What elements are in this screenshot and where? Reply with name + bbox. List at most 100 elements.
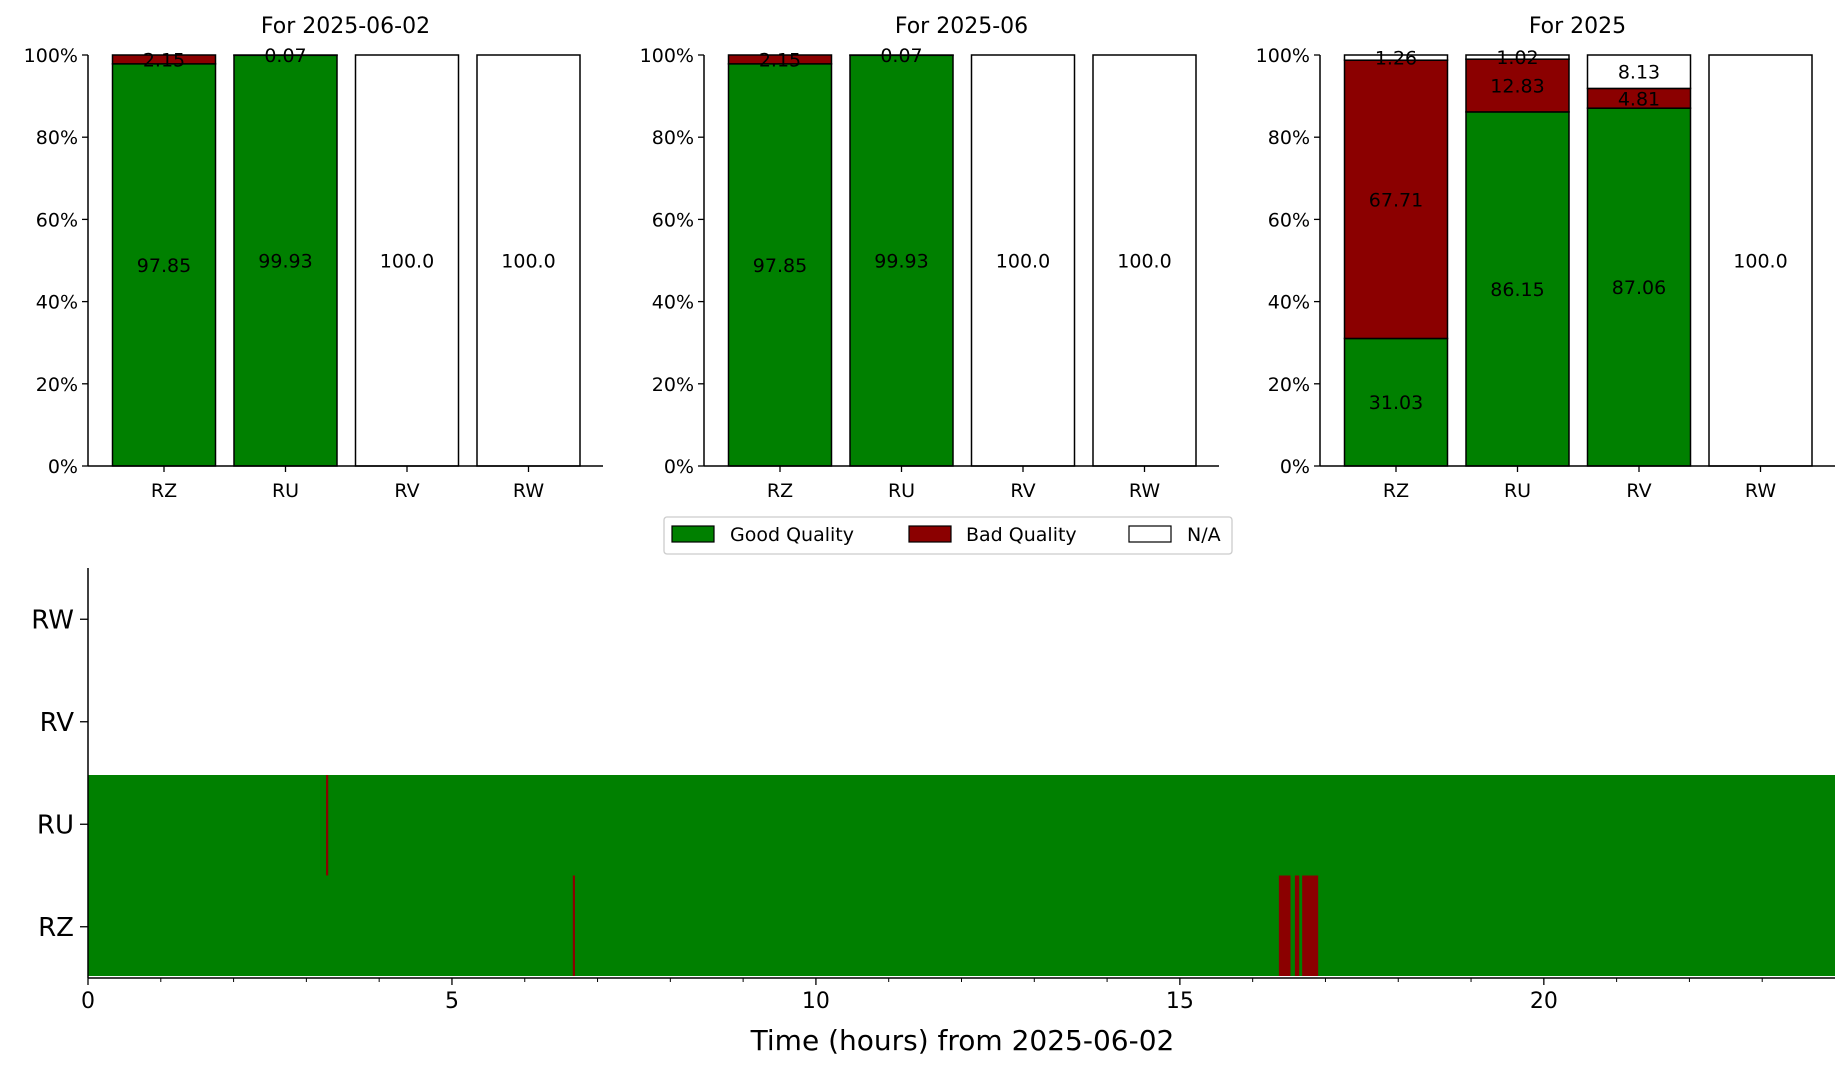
bar-segment-rw-na: [1092, 54, 1197, 467]
bar-segment-ru-good: [1465, 111, 1570, 467]
timeline-row-label: RU: [37, 810, 74, 840]
bar-segment-rv-na: [1586, 54, 1692, 90]
x-tick-label: RV: [1626, 480, 1651, 502]
legend-label: Bad Quality: [966, 524, 1077, 546]
x-tick-label: RW: [1745, 480, 1776, 502]
y-tick-label: 60%: [36, 209, 78, 231]
timeline-bad-interval: [572, 875, 575, 976]
bar-value-label: 100.0: [1733, 251, 1787, 273]
bar-value-label: 100.0: [996, 251, 1050, 273]
x-tick-label: RU: [272, 480, 299, 502]
bar-segment-rz-bad: [727, 54, 833, 65]
legend-item-good: Good Quality: [671, 524, 854, 546]
y-tick-label: 100%: [640, 45, 694, 67]
timeline-bad-interval: [326, 775, 329, 876]
y-tick-label: 60%: [652, 209, 694, 231]
bar-value-label: 86.15: [1490, 279, 1544, 301]
legend-item-na: N/A: [1128, 524, 1221, 546]
bar-segment-rz-bad: [111, 54, 217, 65]
panel-title: For 2025-06-02: [261, 14, 430, 39]
x-tick-label: 15: [1166, 989, 1194, 1014]
timeline-row-label: RV: [40, 708, 75, 738]
bar-value-label: 100.0: [501, 251, 555, 273]
x-tick-label: RW: [1129, 480, 1160, 502]
legend-label: N/A: [1187, 524, 1221, 546]
bar-value-label: 0.07: [264, 45, 306, 67]
y-tick-label: 80%: [1268, 127, 1310, 149]
bar-value-label: 67.71: [1369, 189, 1423, 211]
timeline-good-rz: [88, 875, 1835, 976]
timeline-bad-interval: [1294, 875, 1300, 976]
y-tick-label: 80%: [652, 127, 694, 149]
y-tick-label: 40%: [1268, 292, 1310, 314]
bar-value-label: 87.06: [1612, 277, 1666, 299]
legend-swatch-good: [671, 525, 715, 543]
legend-label: Good Quality: [730, 524, 854, 546]
legend-swatch-na: [1128, 525, 1172, 543]
bar-segment-rw-na: [476, 54, 581, 467]
x-tick-label: RW: [513, 480, 544, 502]
bar-panel-3: For 2025 31.03 67.71 1.26 RZ 86.15 12.83 1.02 RU…: [1256, 14, 1835, 502]
y-tick-label: 0%: [664, 456, 694, 478]
timeline-row-rv: RV: [40, 708, 88, 738]
y-tick-label: 20%: [652, 374, 694, 396]
y-tick-label: 60%: [1268, 209, 1310, 231]
x-tick-label: RU: [888, 480, 915, 502]
bar-segment-rv-good: [1586, 107, 1692, 467]
x-tick-label: RV: [1010, 480, 1035, 502]
x-tick-label: RZ: [151, 480, 177, 502]
timeline-row-label: RZ: [38, 913, 74, 943]
x-tick-label: 10: [802, 989, 830, 1014]
bar-value-label: 97.85: [753, 255, 807, 277]
bar-segment-rz-good: [111, 63, 217, 467]
bar-value-label: 1.02: [1496, 47, 1538, 69]
bar-segment-ru-bad: [1465, 58, 1570, 113]
bar-segment-rz-good: [1343, 337, 1449, 467]
bar-value-label: 31.03: [1369, 392, 1423, 414]
bar-value-label: 2.15: [143, 49, 185, 71]
y-tick-label: 100%: [24, 45, 78, 67]
y-tick-label: 0%: [1280, 456, 1310, 478]
y-tick-label: 80%: [36, 127, 78, 149]
bar-segment-rw-na: [1708, 54, 1813, 467]
x-tick-label: 0: [81, 989, 95, 1014]
x-tick-label: RV: [394, 480, 419, 502]
timeline-row-rw: RW: [31, 605, 88, 635]
bar-segment-rz-na: [1343, 54, 1449, 61]
bar-value-label: 1.26: [1375, 48, 1417, 70]
y-tick-label: 20%: [1268, 374, 1310, 396]
y-tick-label: 20%: [36, 374, 78, 396]
bar-segment-rv-na: [970, 54, 1076, 467]
panel-title: For 2025-06: [895, 14, 1028, 39]
bar-value-label: 2.15: [759, 49, 801, 71]
bar-segment-rv-na: [354, 54, 460, 467]
bar-value-label: 100.0: [1117, 251, 1171, 273]
timeline-row-rz: RZ: [38, 875, 1835, 976]
bar-value-label: 0.07: [880, 45, 922, 67]
legend: Good Quality Bad Quality N/A: [663, 516, 1233, 555]
timeline-row-label: RW: [31, 605, 74, 635]
bar-segment-ru-good: [849, 54, 954, 467]
legend-item-bad: Bad Quality: [908, 524, 1077, 546]
timeline-bad-interval: [1278, 875, 1291, 976]
timeline-good-ru: [88, 775, 1835, 876]
bar-value-label: 97.85: [137, 255, 191, 277]
y-tick-label: 0%: [48, 456, 78, 478]
x-tick-label: 20: [1530, 989, 1558, 1014]
timeline-x-axis-label: Time (hours) from 2025-06-02: [750, 1024, 1175, 1057]
bar-panels: For 2025-06-02 97.85 2.15 RZ 99.93 0.07 RU 100.…: [24, 14, 1835, 502]
bar-panel-1: For 2025-06-02 97.85 2.15 RZ 99.93 0.07 RU 100.…: [24, 14, 603, 502]
bar-value-label: 12.83: [1490, 76, 1544, 98]
bar-value-label: 99.93: [258, 251, 312, 273]
timeline-chart: RZ RU RV RW 0 5 10 15 20 Time (hours) from 2025-0…: [31, 568, 1835, 1057]
bar-segment-rz-bad: [1343, 59, 1449, 340]
y-tick-label: 40%: [36, 292, 78, 314]
bar-value-label: 100.0: [380, 251, 434, 273]
bar-segment-ru-na: [1465, 54, 1570, 60]
y-tick-label: 100%: [1256, 45, 1310, 67]
timeline-row-ru: RU: [37, 775, 1835, 876]
timeline-bad-interval: [1302, 875, 1319, 976]
x-tick-label: RZ: [767, 480, 793, 502]
x-tick-label: RZ: [1383, 480, 1409, 502]
